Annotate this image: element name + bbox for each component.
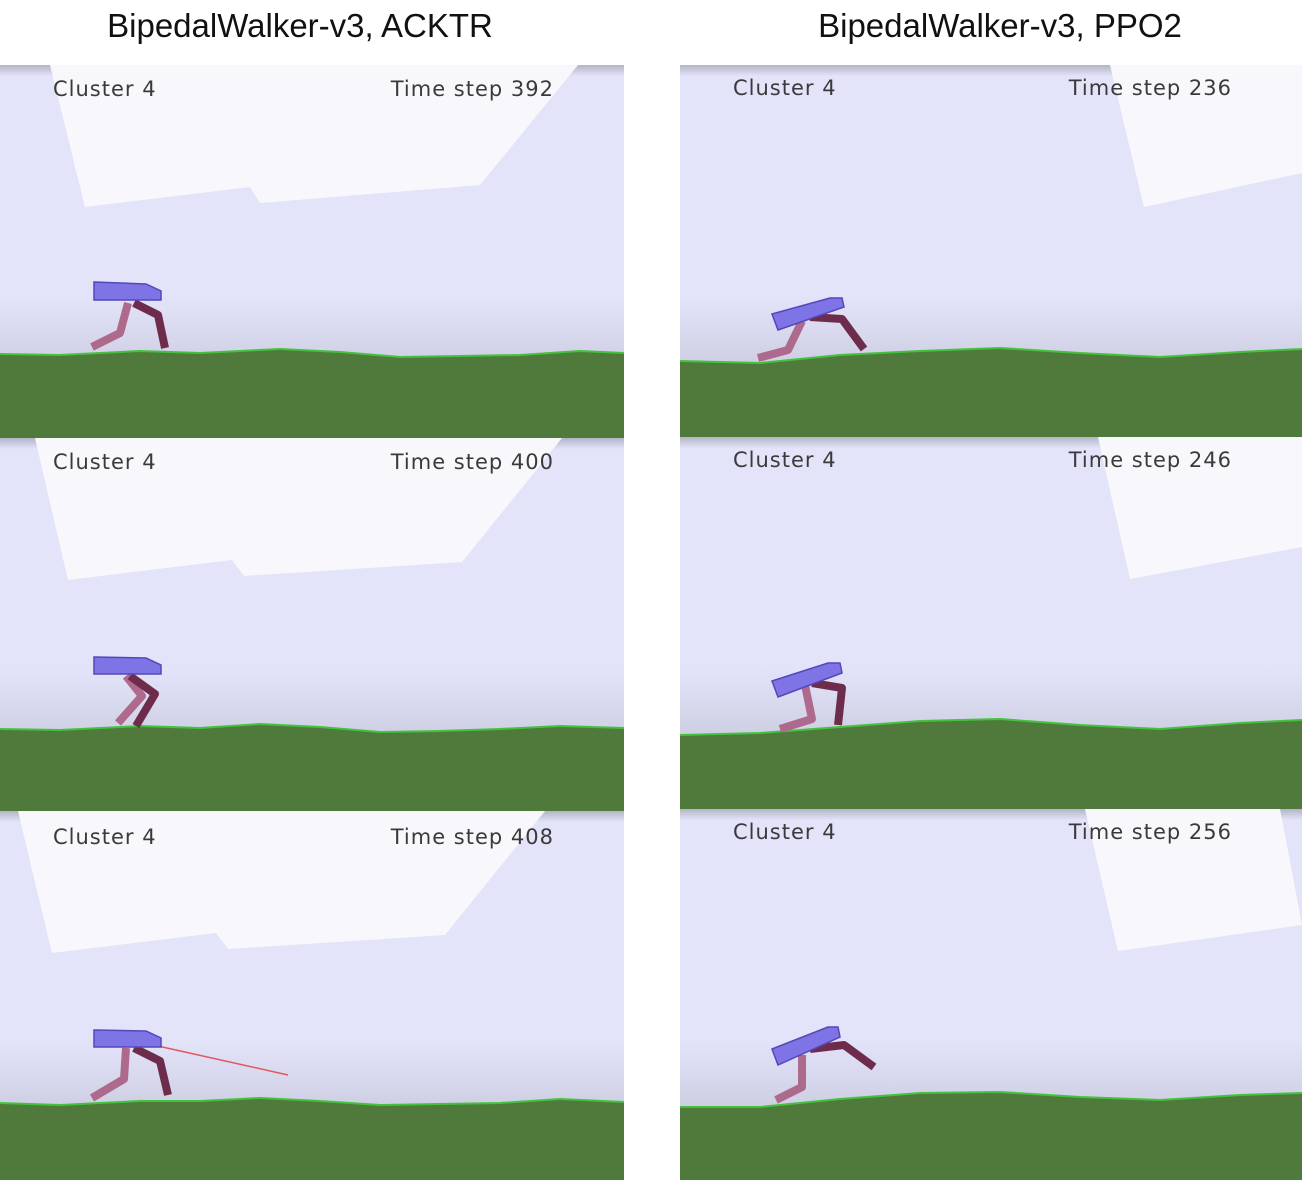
leg-near [127, 672, 159, 729]
terrain-edge [0, 722, 624, 734]
terrain [680, 719, 1302, 809]
walker-robot [771, 1026, 877, 1104]
cluster-label: Cluster 4 [53, 450, 157, 474]
game-scene [680, 65, 1302, 437]
column-title-acktr: BipedalWalker-v3, ACKTR [107, 7, 493, 44]
cluster-label: Cluster 4 [733, 820, 837, 844]
cloud [35, 438, 562, 580]
game-scene [0, 811, 624, 1180]
game-frame-ppo2-246: Cluster 4 Time step 246 [680, 437, 1302, 809]
hull [771, 1026, 841, 1067]
leg-far [756, 319, 806, 362]
terrain-edge [680, 1090, 1302, 1108]
hull [771, 662, 843, 698]
game-frame-acktr-400: Cluster 4 Time step 400 [0, 438, 624, 811]
leg-far [778, 684, 816, 733]
terrain-edge [680, 346, 1302, 365]
leg-near [809, 1041, 877, 1071]
walker-robot [93, 656, 162, 729]
hull [93, 281, 162, 301]
leg-far [774, 1055, 806, 1104]
cluster-label: Cluster 4 [733, 448, 837, 472]
terrain-edge [0, 1096, 624, 1107]
time-step-label: Time step 236 [1068, 76, 1232, 100]
cloud [1110, 65, 1302, 207]
walker-robot [89, 1029, 172, 1102]
cloud [1098, 437, 1302, 579]
leg-near [809, 313, 868, 352]
cloud [50, 65, 578, 207]
walker-robot [771, 662, 846, 733]
cloud [18, 811, 545, 953]
game-frame-ppo2-256: Cluster 4 Time step 256 [680, 809, 1302, 1180]
time-step-label: Time step 256 [1068, 820, 1232, 844]
cluster-label: Cluster 4 [53, 77, 157, 101]
leg-near [132, 1044, 172, 1096]
hull [771, 297, 845, 331]
leg-far [89, 1047, 130, 1102]
game-scene [0, 438, 624, 811]
time-step-label: Time step 408 [390, 825, 554, 849]
cluster-label: Cluster 4 [733, 76, 837, 100]
leg-far [90, 301, 132, 351]
game-frame-ppo2-236: Cluster 4 Time step 236 [680, 65, 1302, 437]
leg-far [115, 673, 146, 726]
time-step-label: Time step 392 [390, 77, 554, 101]
game-frame-acktr-392: Cluster 4 Time step 392 [0, 65, 624, 438]
terrain [0, 724, 624, 811]
terrain [0, 1098, 624, 1180]
cluster-label: Cluster 4 [53, 825, 157, 849]
terrain [0, 349, 624, 438]
hull [93, 1029, 162, 1048]
terrain [680, 348, 1302, 437]
leg-near [811, 679, 846, 726]
game-frame-acktr-408: Cluster 4 Time step 408 [0, 811, 624, 1180]
cloud [1085, 809, 1302, 951]
leg-near [132, 299, 169, 349]
game-scene [0, 65, 624, 438]
column-title-ppo2: BipedalWalker-v3, PPO2 [818, 7, 1182, 44]
terrain [680, 1092, 1302, 1180]
game-scene [680, 809, 1302, 1180]
time-step-label: Time step 400 [390, 450, 554, 474]
time-step-label: Time step 246 [1068, 448, 1232, 472]
walker-robot [90, 281, 169, 351]
lidar-ray [157, 1045, 289, 1076]
game-scene [680, 437, 1302, 809]
walker-robot [756, 297, 868, 362]
terrain-edge [0, 347, 624, 359]
hull [93, 656, 162, 675]
